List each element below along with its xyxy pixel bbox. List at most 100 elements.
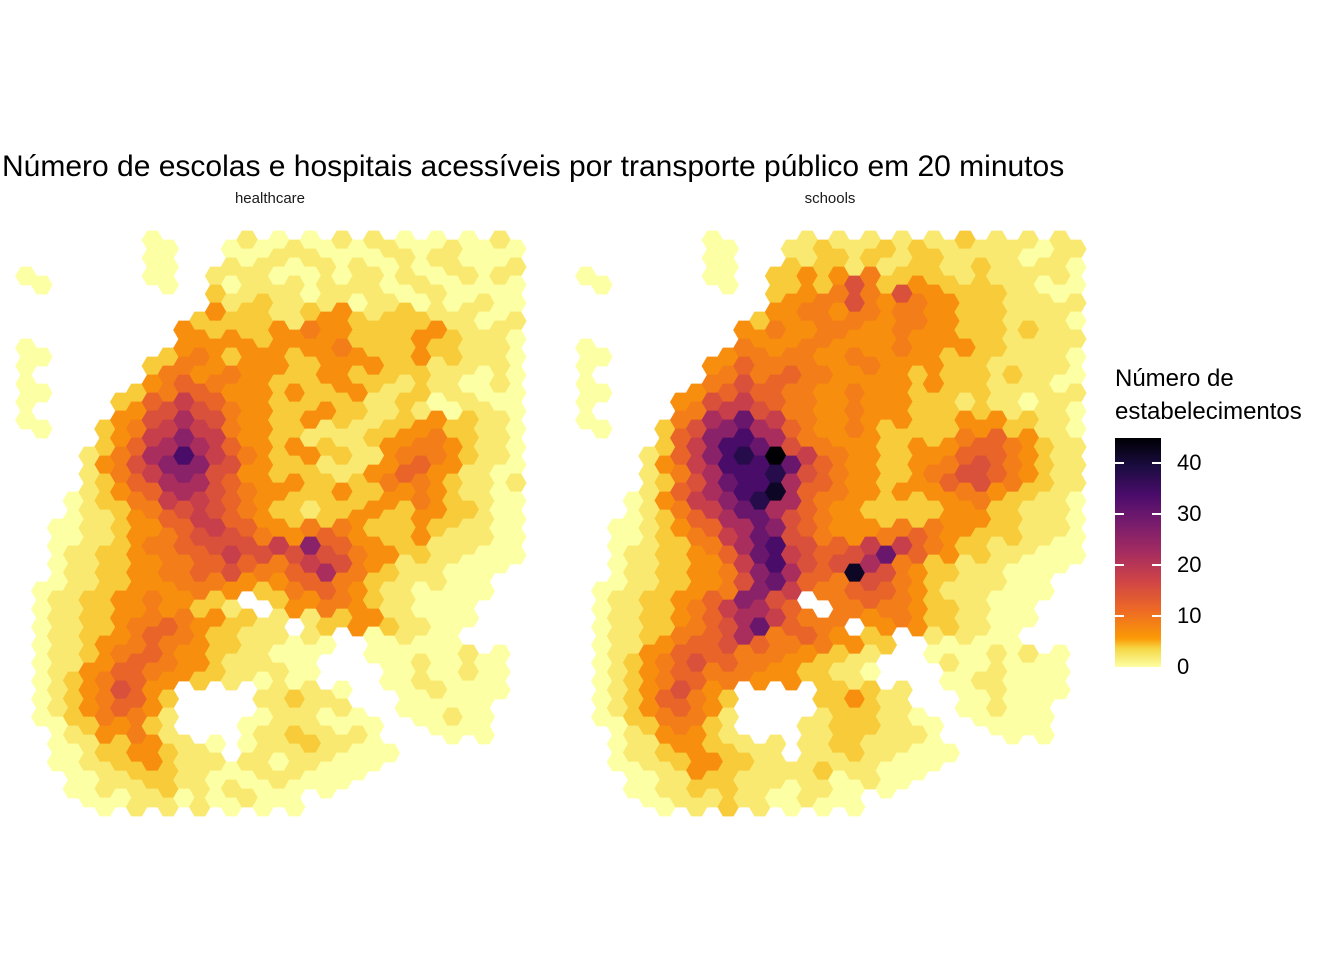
hex-cell bbox=[220, 437, 243, 457]
hex-cell bbox=[505, 365, 527, 385]
hex-cell bbox=[62, 581, 85, 601]
hex-cell bbox=[922, 356, 945, 376]
hex-cell bbox=[1001, 275, 1024, 295]
hex-cell bbox=[473, 509, 495, 529]
hex-cell bbox=[410, 635, 432, 655]
hex-cell bbox=[268, 572, 290, 592]
hex-cell bbox=[426, 446, 448, 466]
hex-cell bbox=[764, 590, 787, 610]
hex-cell bbox=[891, 734, 913, 754]
hex-cell bbox=[701, 518, 724, 538]
hex-cell bbox=[875, 419, 897, 439]
hex-cell bbox=[141, 410, 164, 430]
hex-cell bbox=[441, 617, 464, 637]
hex-cell bbox=[764, 446, 787, 466]
hex-cell bbox=[299, 644, 322, 664]
hex-cell bbox=[252, 473, 274, 493]
hex-cell bbox=[362, 734, 385, 754]
hex-cell bbox=[315, 473, 337, 493]
hex-cell bbox=[331, 248, 353, 268]
hex-cell bbox=[891, 392, 913, 412]
hex-cell bbox=[638, 590, 660, 610]
hex-cell bbox=[220, 797, 243, 817]
hex-cell bbox=[843, 545, 866, 565]
hex-cell bbox=[252, 365, 274, 385]
hex-cell bbox=[62, 689, 85, 709]
hex-cell bbox=[796, 500, 818, 520]
hex-cell bbox=[78, 716, 100, 736]
hex-cell bbox=[670, 428, 692, 448]
hex-cell bbox=[220, 275, 243, 295]
hex-cell bbox=[1001, 599, 1024, 619]
hex-cell bbox=[299, 356, 322, 376]
hex-cell bbox=[78, 608, 100, 628]
hex-cell bbox=[875, 635, 897, 655]
hex-cell bbox=[204, 320, 227, 340]
hex-cell bbox=[125, 545, 148, 565]
hex-cell bbox=[62, 743, 85, 763]
hex-cell bbox=[315, 689, 337, 709]
hex-cell bbox=[110, 428, 132, 448]
hex-cell bbox=[670, 500, 692, 520]
hex-cell bbox=[938, 239, 961, 259]
hex-cell bbox=[489, 410, 511, 430]
hex-cell bbox=[986, 266, 1008, 286]
hex-cell bbox=[378, 653, 401, 673]
hex-cell bbox=[922, 338, 945, 358]
hex-cell bbox=[457, 482, 480, 502]
hex-cell bbox=[141, 770, 164, 790]
hex-cell bbox=[749, 347, 771, 367]
hex-cell bbox=[31, 689, 53, 709]
hex-cell bbox=[457, 698, 480, 718]
hex-cell bbox=[670, 590, 692, 610]
hex-cell bbox=[954, 554, 976, 574]
hex-cell bbox=[489, 248, 511, 268]
hex-cell bbox=[828, 392, 850, 412]
hex-cell bbox=[812, 491, 834, 511]
hex-cell bbox=[1017, 338, 1040, 358]
hex-cell bbox=[859, 374, 882, 394]
hex-cell bbox=[78, 662, 100, 682]
hex-cell bbox=[220, 239, 243, 259]
hex-cell bbox=[489, 338, 511, 358]
hex-cell bbox=[457, 446, 480, 466]
hex-cell bbox=[749, 311, 771, 331]
hex-cell bbox=[859, 410, 882, 430]
hex-cell bbox=[591, 671, 613, 691]
hex-cell bbox=[220, 761, 243, 781]
hex-cell bbox=[954, 590, 976, 610]
hex-cell bbox=[654, 653, 676, 673]
hex-cell bbox=[622, 509, 645, 529]
hex-cell bbox=[441, 365, 464, 385]
hex-cell bbox=[875, 455, 897, 475]
hex-cell bbox=[283, 707, 306, 727]
hex-cell bbox=[426, 662, 448, 682]
hex-cell bbox=[859, 392, 882, 412]
hex-cell bbox=[331, 716, 353, 736]
hex-cell bbox=[125, 401, 148, 421]
hex-cell bbox=[457, 662, 480, 682]
hex-cell bbox=[954, 482, 976, 502]
hex-cell bbox=[410, 239, 432, 259]
hex-cell bbox=[701, 446, 724, 466]
hex-cell bbox=[110, 680, 132, 700]
hex-cell bbox=[812, 653, 834, 673]
hex-cell bbox=[189, 401, 211, 421]
hex-cell bbox=[378, 365, 401, 385]
hex-cell bbox=[922, 374, 945, 394]
legend-tick-mark bbox=[1152, 615, 1161, 617]
legend-tick-mark bbox=[1152, 462, 1161, 464]
hex-cell bbox=[859, 428, 882, 448]
hex-cell bbox=[141, 788, 164, 808]
hex-cell bbox=[283, 635, 306, 655]
hex-cell bbox=[331, 752, 353, 772]
hex-cell bbox=[125, 383, 148, 403]
hex-cell bbox=[347, 257, 369, 277]
hex-cell bbox=[347, 491, 369, 511]
hex-cell bbox=[441, 563, 464, 583]
hex-cell bbox=[473, 437, 495, 457]
hex-cell bbox=[1001, 725, 1024, 745]
hex-cell bbox=[907, 599, 929, 619]
hex-cell bbox=[315, 383, 337, 403]
hex-cell bbox=[1049, 644, 1071, 664]
